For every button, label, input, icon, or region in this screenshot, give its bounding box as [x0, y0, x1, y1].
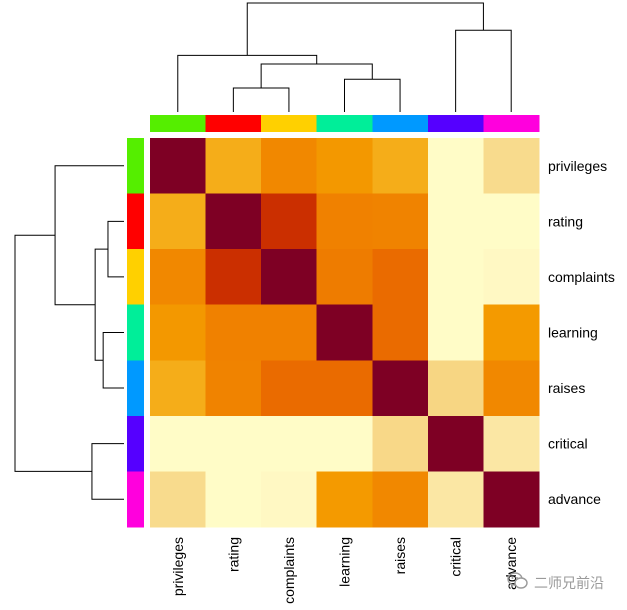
heatmap-cell-advance-learning	[316, 471, 373, 528]
heatmap-cell-raises-learning	[316, 360, 373, 417]
column-color-critical	[427, 115, 485, 132]
row-label-raises: raises	[548, 380, 585, 396]
heatmap-cell-rating-privileges	[150, 193, 207, 250]
heatmap-cell-privileges-complaints	[261, 138, 318, 195]
row-dendrogram-link-1	[107, 220, 124, 278]
column-labels: privileges rating complaints learning raises…	[170, 537, 519, 604]
row-dendrogram	[14, 165, 124, 500]
heatmap-cell-learning-rating	[205, 304, 262, 361]
row-dendrogram-link-6	[14, 234, 92, 472]
heatmap-cell-privileges-critical	[427, 138, 485, 195]
heatmap-cell-critical-privileges	[150, 415, 207, 473]
row-color-privileges	[127, 138, 144, 195]
row-dendrogram-link-3	[94, 248, 108, 361]
row-dendrogram-link-2	[102, 332, 124, 389]
watermark: 二师兄前沿	[507, 572, 604, 592]
column-label-raises: raises	[392, 537, 408, 574]
row-label-privileges: privileges	[548, 158, 607, 174]
row-dendrogram-link-4	[54, 165, 124, 306]
heatmap-cell-advance-complaints	[261, 471, 318, 528]
heatmap-cell-advance-raises	[372, 471, 429, 528]
column-label-learning: learning	[337, 537, 353, 587]
heatmap-cell-raises-critical	[427, 360, 485, 417]
heatmap-cell-privileges-rating	[205, 138, 262, 195]
row-color-advance	[127, 471, 144, 528]
column-dendrogram-link-2	[344, 78, 401, 112]
column-color-bar	[150, 115, 540, 132]
heatmap-cell-rating-rating	[205, 193, 262, 250]
row-label-advance: advance	[548, 491, 601, 507]
column-label-complaints: complaints	[281, 537, 297, 604]
heatmap-cell-advance-rating	[205, 471, 262, 528]
row-color-complaints	[127, 249, 144, 306]
heatmap-cell-learning-critical	[427, 304, 485, 361]
heatmap-cell-rating-complaints	[261, 193, 318, 250]
heatmap-cell-rating-raises	[372, 193, 429, 250]
heatmap-cell-learning-learning	[316, 304, 373, 361]
column-color-advance	[483, 115, 540, 132]
watermark-text: 二师兄前沿	[534, 575, 604, 592]
column-dendrogram-link-1	[232, 87, 290, 112]
heatmap-cell-rating-advance	[483, 193, 540, 250]
heatmap-cell-privileges-raises	[372, 138, 429, 195]
column-color-privileges	[150, 115, 207, 132]
column-dendrogram	[177, 2, 512, 112]
heatmap-cell-complaints-advance	[483, 249, 540, 306]
heatmap-cell-critical-raises	[372, 415, 429, 473]
column-dendrogram-link-5	[455, 29, 512, 112]
heatmap-cell-critical-advance	[483, 415, 540, 473]
column-label-privileges: privileges	[170, 537, 186, 596]
column-color-rating	[205, 115, 262, 132]
heatmap-cell-complaints-raises	[372, 249, 429, 306]
heatmap-cell-raises-advance	[483, 360, 540, 417]
heatmap-cell-critical-complaints	[261, 415, 318, 473]
heatmap-cell-complaints-rating	[205, 249, 262, 306]
heatmap-cell-advance-privileges	[150, 471, 207, 528]
row-dendrogram-link-5	[91, 443, 124, 500]
column-label-critical: critical	[448, 537, 464, 577]
heatmap-cell-privileges-privileges	[150, 138, 207, 195]
heatmap-cell-privileges-advance	[483, 138, 540, 195]
heatmap-cell-raises-rating	[205, 360, 262, 417]
heatmap-cell-critical-rating	[205, 415, 262, 473]
heatmap-cell-complaints-privileges	[150, 249, 207, 306]
row-color-bar	[127, 138, 144, 528]
column-dendrogram-link-6	[246, 2, 484, 56]
heatmap-cell-raises-privileges	[150, 360, 207, 417]
row-labels: privileges rating complaints learning raises…	[548, 158, 615, 507]
heatmap-cell-learning-privileges	[150, 304, 207, 361]
column-color-raises	[372, 115, 429, 132]
heatmap-cell-advance-critical	[427, 471, 485, 528]
row-label-complaints: complaints	[548, 269, 615, 285]
column-color-learning	[316, 115, 373, 132]
heatmap-cell-critical-learning	[316, 415, 373, 473]
heatmap-cell-learning-raises	[372, 304, 429, 361]
heatmap-cell-learning-complaints	[261, 304, 318, 361]
row-label-learning: learning	[548, 325, 598, 341]
column-color-complaints	[261, 115, 318, 132]
heatmap-cell-raises-raises	[372, 360, 429, 417]
heatmap-cell-rating-critical	[427, 193, 485, 250]
row-label-critical: critical	[548, 436, 588, 452]
column-label-advance: advance	[503, 537, 519, 590]
heatmap-cell-complaints-critical	[427, 249, 485, 306]
heatmap-cells	[150, 138, 540, 528]
column-dendrogram-link-3	[260, 63, 373, 89]
heatmap-cell-raises-complaints	[261, 360, 318, 417]
wechat-icon	[507, 572, 528, 589]
row-label-rating: rating	[548, 213, 583, 229]
row-color-critical	[127, 415, 144, 473]
heatmap-cell-advance-advance	[483, 471, 540, 528]
row-color-learning	[127, 304, 144, 361]
row-color-raises	[127, 360, 144, 417]
heatmap-cell-learning-advance	[483, 304, 540, 361]
heatmap-cell-complaints-learning	[316, 249, 373, 306]
heatmap-cell-complaints-complaints	[261, 249, 318, 306]
heatmap-cell-rating-learning	[316, 193, 373, 250]
heatmap-cell-privileges-learning	[316, 138, 373, 195]
column-label-rating: rating	[225, 537, 241, 572]
heatmap-cell-critical-critical	[427, 415, 485, 473]
row-color-rating	[127, 193, 144, 250]
